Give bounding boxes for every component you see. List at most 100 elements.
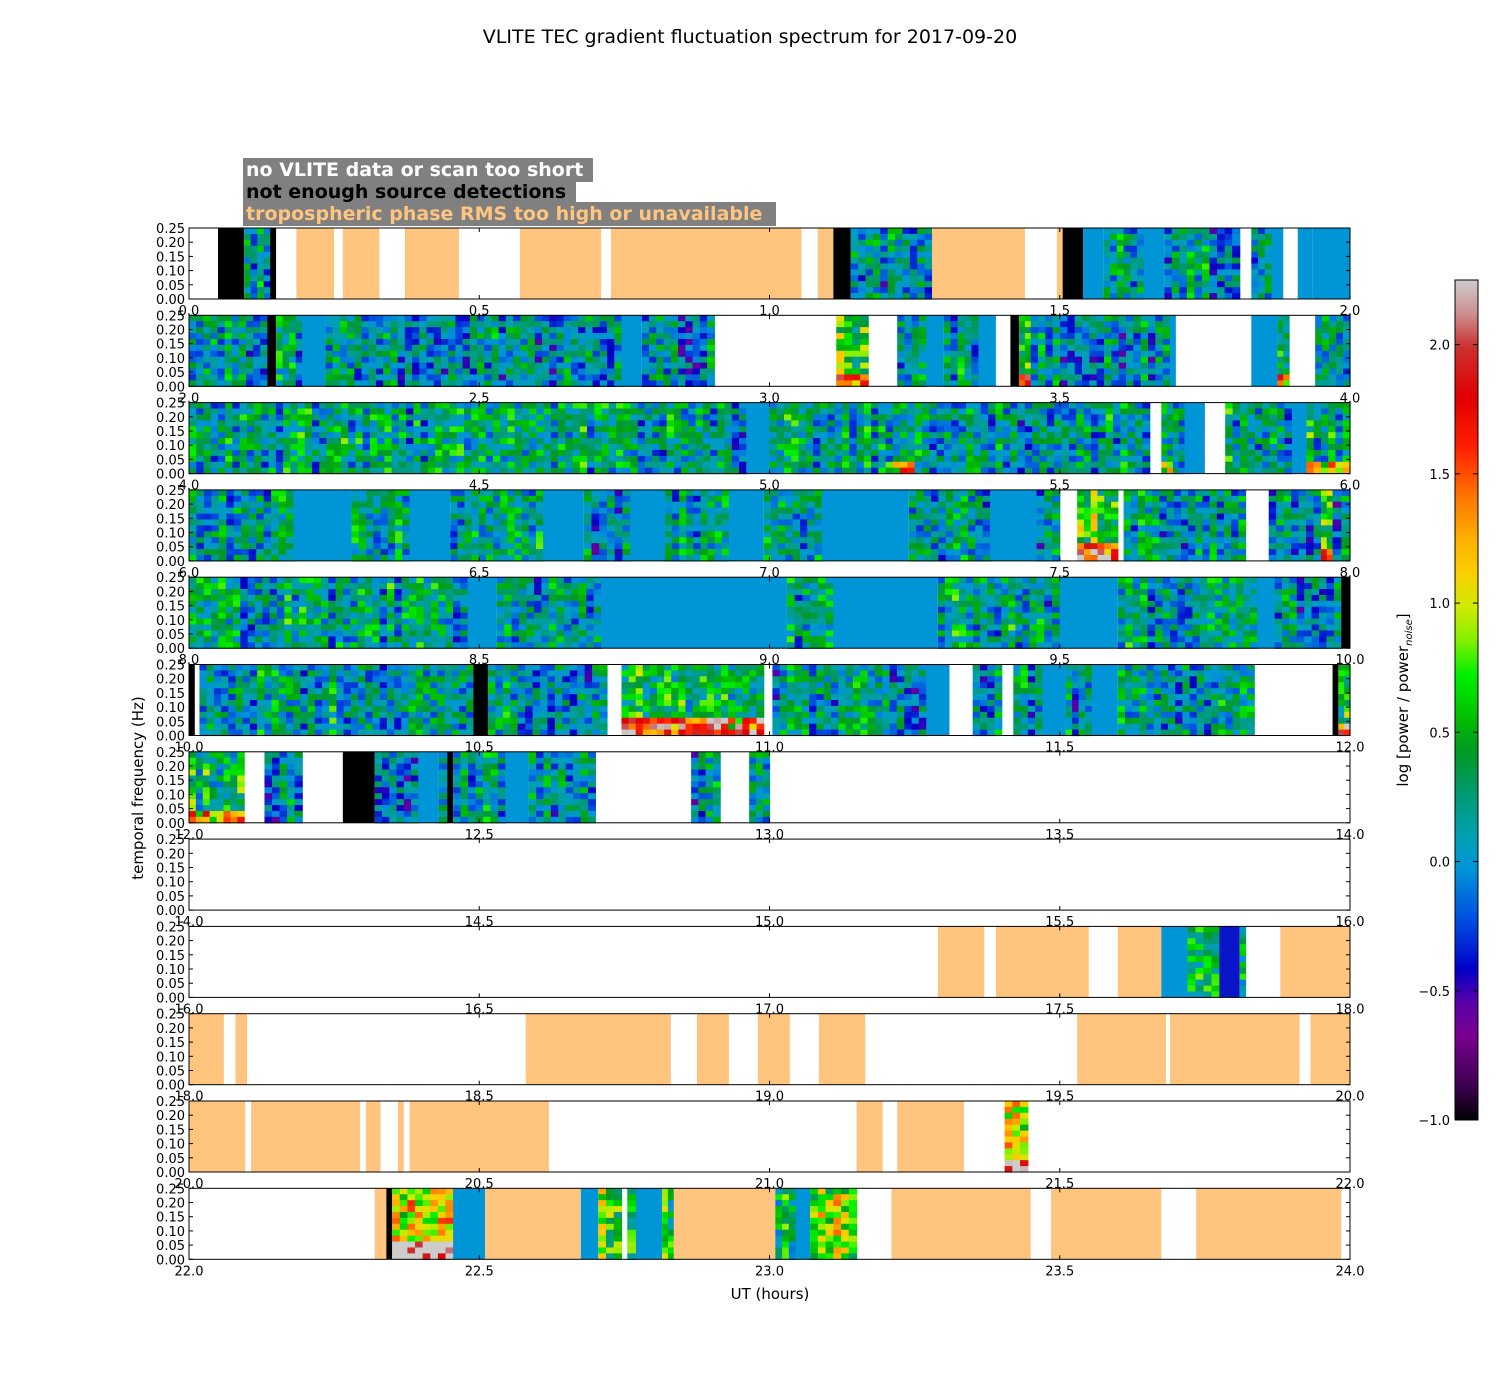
panel-11-ytick-label-0: 0.00 [156, 1253, 185, 1268]
panel-5-segment-6-flat [926, 664, 950, 736]
panel-5-segment-10-data [1065, 664, 1093, 737]
panel-3-segment-1-flat [293, 489, 352, 561]
panel-10-background [189, 1101, 1350, 1172]
panel-3-segment-19-data [1332, 489, 1351, 562]
panel-11-segment-3-flat [453, 1188, 486, 1260]
legend-no-data-text: no VLITE data or scan too short [246, 159, 583, 181]
panel-6-ytick-label-1: 0.05 [156, 803, 185, 818]
panel-4-segment-0-data [189, 577, 469, 649]
legend: no VLITE data or scan too short not enou… [243, 158, 776, 226]
panel-1-segment-8-data [897, 315, 927, 387]
panel-4-ytick-label-2: 0.10 [156, 614, 185, 629]
colorbar-tick-label-0: −1.0 [1418, 1114, 1450, 1129]
panel-1-segment-17-data [1277, 315, 1290, 387]
panel-1-segment-7-data [836, 315, 869, 387]
panel-2-ytick-label-1: 0.05 [156, 453, 185, 468]
colorbar-tick-label-6: 2.0 [1429, 339, 1450, 354]
panel-3-ytick-label-2: 0.10 [156, 527, 185, 542]
panel-1-ytick-label-0: 0.00 [156, 380, 185, 395]
panel-4-segment-8-flat [1059, 577, 1118, 649]
panel-5-segment-13-black [1332, 664, 1339, 736]
panel-11-ytick-label-4: 0.20 [156, 1197, 185, 1212]
panel-4: 0.000.050.100.150.200.258.0 8.5 9.0 9.5 10.0 [156, 571, 1364, 668]
panel-6-segment-6-black [447, 751, 454, 823]
panel-8-ytick-label-4: 0.20 [156, 935, 185, 950]
panel-10-ytick-label-2: 0.10 [156, 1138, 185, 1153]
panel-8-segment-7-tropo [1280, 926, 1350, 998]
panel-0-segment-0-black [218, 228, 245, 299]
panel-11-segment-9-data [662, 1188, 675, 1260]
panel-0-segment-17-data [1164, 228, 1241, 300]
panel-0-ytick-label-0: 0.00 [156, 293, 185, 308]
panel-7-ytick-label-5: 0.25 [156, 833, 185, 848]
panel-6-segment-10-data [691, 751, 721, 824]
panel-5-segment-14-data [1338, 664, 1351, 737]
chart-title: VLITE TEC gradient fluctuation spectrum … [483, 26, 1017, 48]
panel-5-segment-0-black [189, 664, 195, 736]
panel-4-segment-1-flat [467, 577, 497, 649]
panel-7-ytick-label-2: 0.10 [156, 876, 185, 891]
legend-tropo-box [243, 202, 776, 226]
panel-3-segment-14-data [1036, 489, 1061, 562]
panel-9-segment-5-tropo [818, 1013, 866, 1085]
panel-10-segment-5-tropo [856, 1101, 883, 1172]
panel-5-ytick-label-2: 0.10 [156, 701, 185, 716]
panel-1-segment-18-data [1315, 315, 1351, 387]
panel-1-segment-5-flat [621, 315, 642, 387]
panel-1-segment-10-data [943, 315, 980, 387]
panel-9-segment-6-tropo [1077, 1013, 1166, 1085]
panel-3-segment-18-data [1320, 489, 1334, 562]
panel-1-segment-0-data [189, 315, 268, 387]
panel-7-ytick-label-1: 0.05 [156, 890, 185, 905]
panel-8-segment-2-tropo [1117, 926, 1162, 998]
colorbar-tick-label-2: 0.0 [1429, 856, 1450, 871]
panel-3-segment-10-data [763, 489, 823, 562]
panel-6-ytick-label-4: 0.20 [156, 760, 185, 775]
panel-0-segment-5-tropo [404, 228, 459, 299]
panel-11-segment-14-tropo [891, 1188, 1031, 1260]
panel-8-segment-3-flat [1161, 926, 1188, 998]
panel-0-segment-10-data [850, 228, 933, 300]
panel-8-ytick-label-0: 0.00 [156, 991, 185, 1006]
panel-0-ytick-label-4: 0.20 [156, 236, 185, 251]
panel-0-segment-1-data [244, 228, 271, 300]
panel-8-segment-6-data [1239, 926, 1247, 998]
panel-1-segment-2-data [276, 315, 303, 387]
panel-0-segment-4-tropo [342, 228, 380, 299]
panel-0-ytick-label-3: 0.15 [156, 250, 185, 265]
panel-11-xtick-label-0: 22.0 [175, 1264, 204, 1279]
panel-4-segment-13-black [1341, 577, 1350, 649]
panel-0-segment-7-tropo [611, 228, 802, 299]
panel-5-segment-9-flat [1042, 664, 1066, 736]
y-axis-label: temporal frequency (Hz) [129, 696, 147, 880]
panel-6-segment-5-data [438, 751, 448, 824]
panel-1-segment-3-flat [302, 315, 326, 387]
panel-11-ytick-label-5: 0.25 [156, 1182, 185, 1197]
panel-9-ytick-label-2: 0.10 [156, 1050, 185, 1065]
legend-no-data-box [243, 158, 593, 182]
panel-11-ytick-label-2: 0.10 [156, 1225, 185, 1240]
panel-1-ytick-label-4: 0.20 [156, 324, 185, 339]
panel-5-segment-12-data [1117, 664, 1255, 737]
panel-11-segment-11-data [775, 1188, 797, 1260]
panel-11-ytick-label-3: 0.15 [156, 1211, 185, 1226]
panel-11-segment-15-tropo [1051, 1188, 1162, 1260]
panel-6-segment-0-data [189, 751, 245, 824]
panel-7-background [189, 839, 1350, 911]
colorbar: −1.0 −0.5 0.0 0.5 1.0 1.5 2.0 log [power / pow… [1394, 279, 1479, 1129]
panel-4-segment-2-data [496, 577, 602, 649]
panel-6-segment-9-data [528, 751, 596, 824]
panel-11-segment-2-data [392, 1188, 454, 1260]
panel-6-segment-2-black [342, 751, 375, 823]
panel-11-segment-8-flat [635, 1188, 663, 1260]
panel-2-segment-3-data [885, 402, 916, 475]
panel-6-ytick-label-3: 0.15 [156, 774, 185, 789]
panel-10-segment-6-tropo [897, 1101, 964, 1172]
panel-11-segment-13-data [810, 1188, 858, 1260]
panel-9-segment-0-tropo [189, 1013, 224, 1085]
panel-4-segment-3-flat [601, 577, 787, 649]
panel-2-segment-1-flat [746, 402, 770, 474]
legend-no-detections-text: not enough source detections [246, 181, 566, 203]
panel-6-segment-3-data [374, 751, 419, 824]
